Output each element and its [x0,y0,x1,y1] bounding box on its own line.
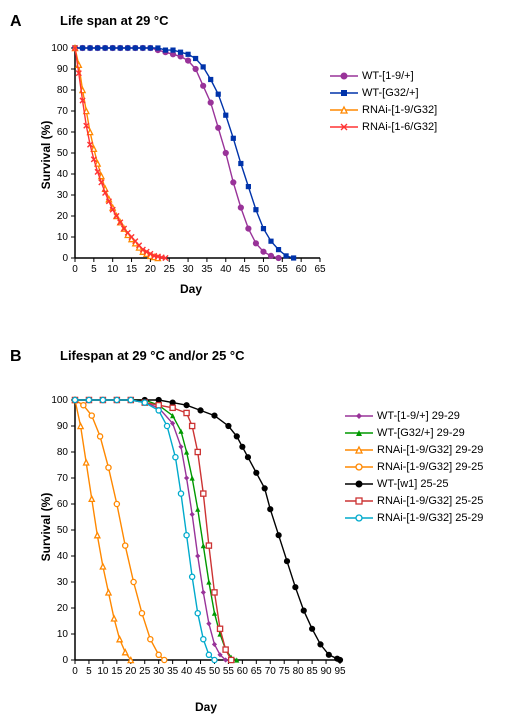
svg-text:0: 0 [72,666,78,677]
legend-item: RNAi-[1-9/G32] 25-29 [345,510,483,526]
legend-item: WT-[1-9/+] [330,68,437,84]
svg-text:0: 0 [62,253,68,264]
panel-b-chart: 0102030405060708090100051015202530354045… [75,400,340,660]
svg-text:20: 20 [145,264,157,275]
legend-label: RNAi-[1-6/G32] [362,121,437,133]
svg-text:30: 30 [57,577,69,588]
svg-text:10: 10 [107,264,119,275]
svg-text:100: 100 [51,395,68,406]
svg-text:0: 0 [62,655,68,666]
legend-label: WT-[w1] 25-25 [377,478,449,490]
legend-label: WT-[G32/+] [362,87,419,99]
panel-a-letter: A [10,13,22,31]
panel-b-title: Lifespan at 29 °C and/or 25 °C [60,348,245,363]
svg-text:60: 60 [57,127,69,138]
svg-text:20: 20 [57,211,69,222]
svg-text:55: 55 [277,264,289,275]
svg-text:15: 15 [126,264,138,275]
svg-text:50: 50 [209,666,221,677]
svg-text:40: 40 [57,169,69,180]
svg-text:50: 50 [258,264,270,275]
svg-text:10: 10 [57,232,69,243]
svg-text:20: 20 [57,603,69,614]
svg-text:70: 70 [265,666,277,677]
svg-text:100: 100 [51,43,68,54]
svg-text:95: 95 [334,666,346,677]
legend-label: WT-[1-9/+] [362,70,414,82]
panel-a-chart: 0102030405060708090100051015202530354045… [75,48,320,258]
svg-text:80: 80 [57,447,69,458]
svg-text:45: 45 [195,666,207,677]
svg-text:60: 60 [57,499,69,510]
legend-label: WT-[G32/+] 29-29 [377,427,465,439]
svg-text:35: 35 [167,666,179,677]
legend-label: RNAi-[1-9/G32] [362,104,437,116]
panel-a-ylabel: Survival (%) [39,115,53,195]
svg-text:35: 35 [201,264,213,275]
legend-item: RNAi-[1-9/G32] 29-25 [345,459,483,475]
svg-text:0: 0 [72,264,78,275]
svg-text:5: 5 [91,264,97,275]
panel-b-letter: B [10,348,22,366]
svg-text:65: 65 [314,264,326,275]
legend-item: RNAi-[1-9/G32] 25-25 [345,493,483,509]
panel-b-legend: WT-[1-9/+] 29-29 WT-[G32/+] 29-29 RNAi-[1-… [345,408,483,527]
svg-text:25: 25 [164,264,176,275]
legend-label: RNAi-[1-9/G32] 25-25 [377,495,483,507]
panel-a-xlabel: Day [180,282,202,296]
svg-text:90: 90 [57,64,69,75]
legend-item: WT-[G32/+] 29-29 [345,425,483,441]
panel-a-legend: WT-[1-9/+] WT-[G32/+] RNAi-[1-9/G32] RNAi-[… [330,68,437,136]
svg-text:25: 25 [139,666,151,677]
svg-text:70: 70 [57,473,69,484]
legend-item: RNAi-[1-9/G32] 29-29 [345,442,483,458]
svg-text:10: 10 [57,629,69,640]
svg-text:90: 90 [57,421,69,432]
legend-item: WT-[G32/+] [330,85,437,101]
svg-text:20: 20 [125,666,137,677]
svg-text:80: 80 [293,666,305,677]
svg-text:50: 50 [57,148,69,159]
svg-text:90: 90 [320,666,332,677]
legend-item: WT-[w1] 25-25 [345,476,483,492]
svg-text:30: 30 [183,264,195,275]
svg-text:15: 15 [111,666,123,677]
svg-text:40: 40 [181,666,193,677]
svg-text:55: 55 [223,666,235,677]
legend-label: RNAi-[1-9/G32] 25-29 [377,512,483,524]
svg-text:40: 40 [57,551,69,562]
svg-text:30: 30 [153,666,165,677]
svg-text:45: 45 [239,264,251,275]
panel-b-ylabel: Survival (%) [39,487,53,567]
svg-text:75: 75 [279,666,291,677]
legend-item: WT-[1-9/+] 29-29 [345,408,483,424]
legend-item: RNAi-[1-6/G32] [330,119,437,135]
legend-label: RNAi-[1-9/G32] 29-25 [377,461,483,473]
svg-text:5: 5 [86,666,92,677]
legend-label: WT-[1-9/+] 29-29 [377,410,460,422]
svg-text:70: 70 [57,106,69,117]
svg-text:80: 80 [57,85,69,96]
panel-b-xlabel: Day [195,700,217,714]
svg-text:60: 60 [237,666,249,677]
svg-text:65: 65 [251,666,263,677]
panel-a-title: Life span at 29 °C [60,13,169,28]
legend-label: RNAi-[1-9/G32] 29-29 [377,444,483,456]
svg-text:85: 85 [307,666,319,677]
legend-item: RNAi-[1-9/G32] [330,102,437,118]
svg-text:10: 10 [97,666,109,677]
svg-text:50: 50 [57,525,69,536]
svg-text:60: 60 [296,264,308,275]
svg-text:30: 30 [57,190,69,201]
svg-text:40: 40 [220,264,232,275]
